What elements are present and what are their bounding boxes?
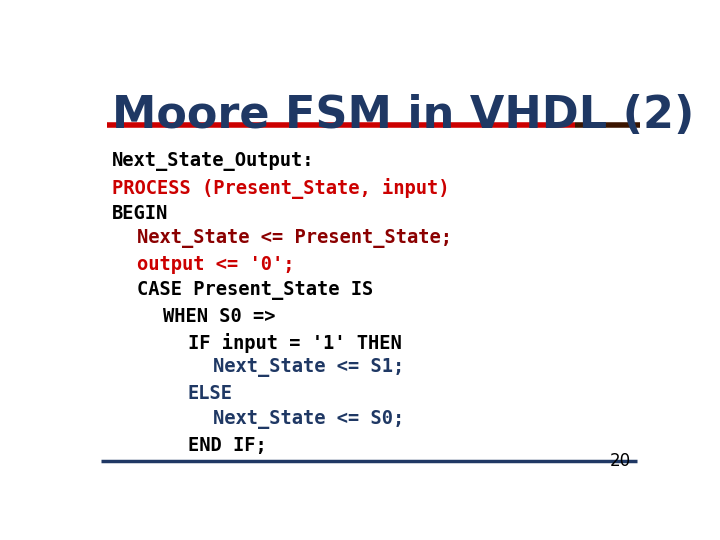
Text: BEGIN: BEGIN	[112, 204, 168, 222]
Text: 20: 20	[610, 452, 631, 470]
Text: CASE Present_State IS: CASE Present_State IS	[138, 281, 374, 300]
Text: Next_State <= Present_State;: Next_State <= Present_State;	[138, 230, 452, 248]
Text: Next_State_Output:: Next_State_Output:	[112, 152, 315, 171]
Text: ELSE: ELSE	[188, 384, 233, 403]
Text: IF input = '1' THEN: IF input = '1' THEN	[188, 333, 402, 353]
Text: Next_State <= S0;: Next_State <= S0;	[213, 410, 404, 429]
Text: PROCESS (Present_State, input): PROCESS (Present_State, input)	[112, 178, 450, 199]
Text: WHEN S0 =>: WHEN S0 =>	[163, 307, 275, 326]
Text: output <= '0';: output <= '0';	[138, 255, 295, 274]
Text: END IF;: END IF;	[188, 436, 266, 455]
Text: Moore FSM in VHDL (2): Moore FSM in VHDL (2)	[112, 94, 695, 137]
Text: Next_State <= S1;: Next_State <= S1;	[213, 359, 404, 377]
